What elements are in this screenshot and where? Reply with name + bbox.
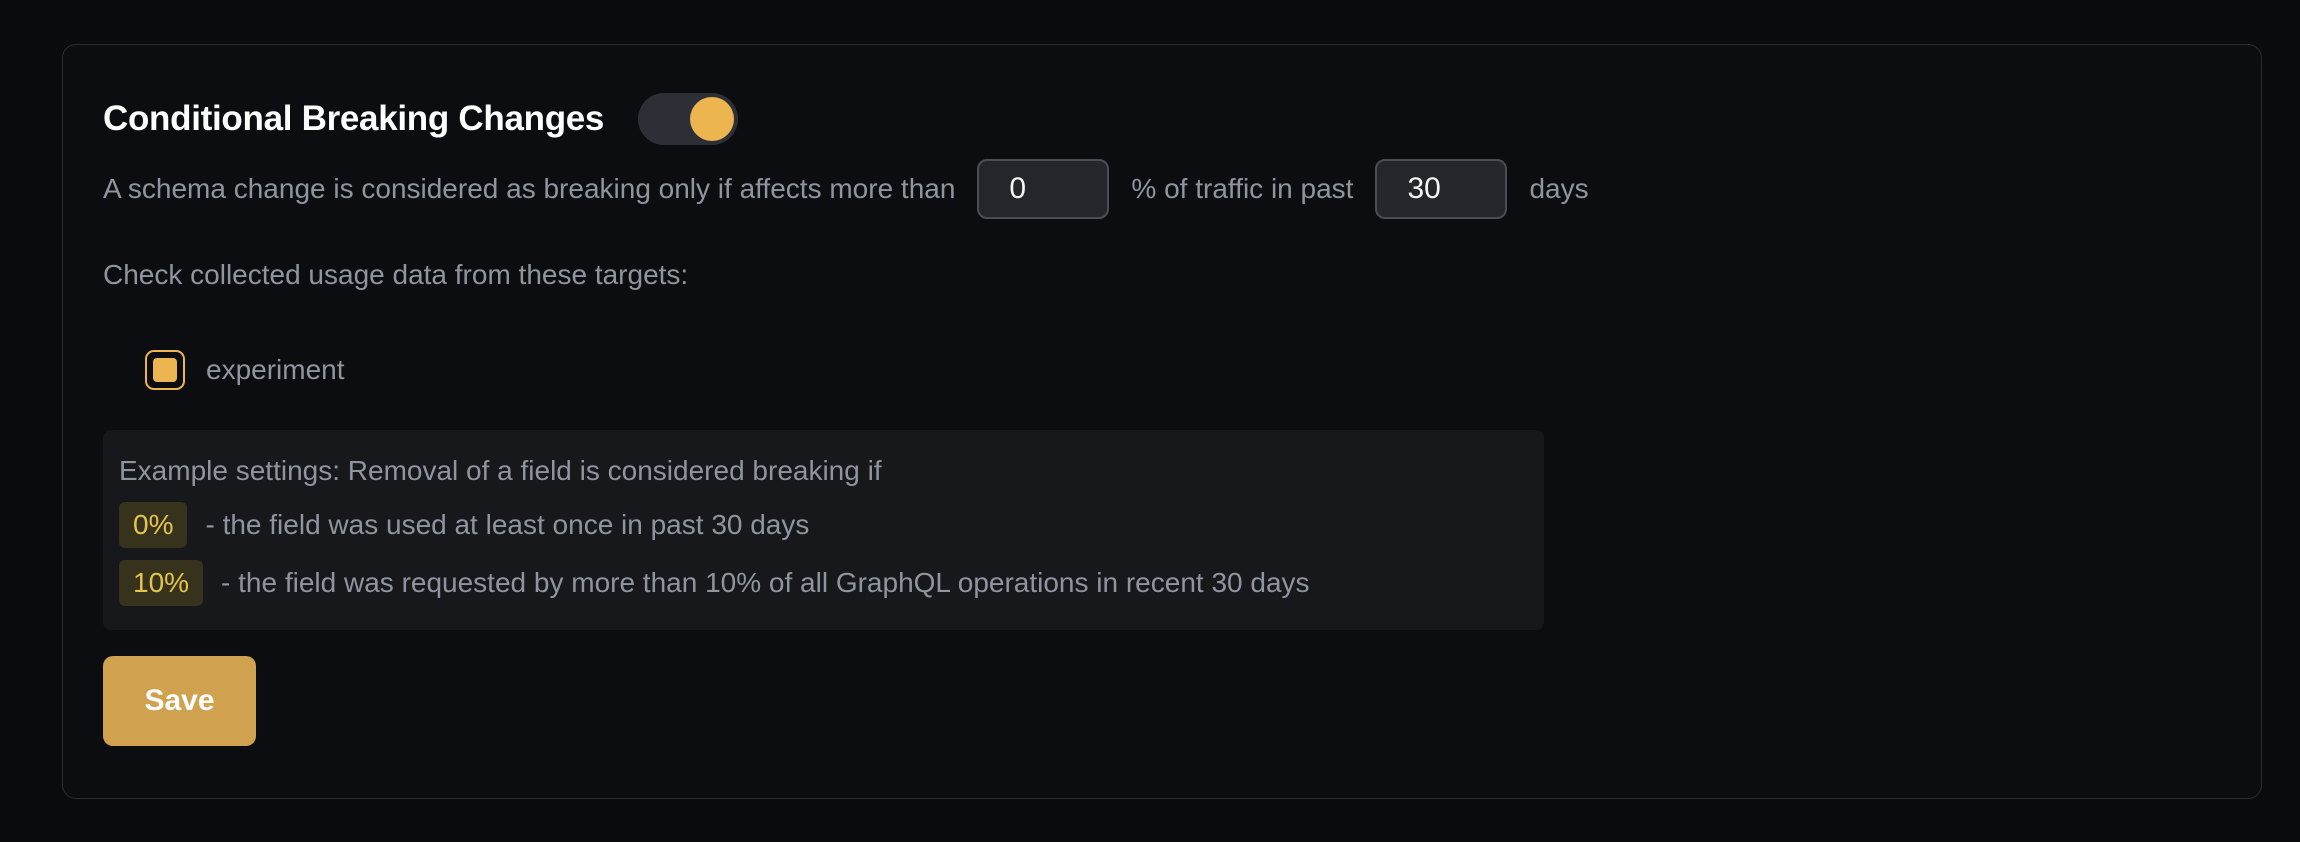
conditional-breaking-changes-card: Conditional Breaking Changes A schema ch… — [62, 44, 2262, 799]
save-button[interactable]: Save — [103, 656, 256, 746]
toggle-knob-icon — [690, 97, 735, 141]
days-input[interactable] — [1375, 159, 1508, 219]
targets-section-label: Check collected usage data from these ta… — [103, 259, 689, 290]
zero-percent-badge: 0% — [119, 502, 188, 548]
example-row-text: - the field was requested by more than 1… — [221, 567, 1310, 598]
ten-percent-badge: 10% — [119, 560, 204, 606]
threshold-sentence-part3: days — [1529, 173, 1589, 204]
conditional-breaking-changes-toggle[interactable] — [638, 93, 739, 145]
threshold-sentence-part1: A schema change is considered as breakin… — [103, 173, 956, 204]
target-name-label: experiment — [206, 354, 345, 385]
page-title: Conditional Breaking Changes — [103, 99, 605, 138]
threshold-sentence-part2: % of traffic in past — [1131, 173, 1354, 204]
example-row-ten-percent: 10% - the field was requested by more th… — [119, 560, 1528, 606]
checkbox-check-fill — [153, 358, 177, 382]
threshold-sentence: A schema change is considered as breakin… — [103, 159, 2221, 219]
experiment-checkbox[interactable] — [145, 350, 185, 390]
target-row-experiment[interactable]: experiment — [145, 348, 2221, 392]
card-header: Conditional Breaking Changes — [103, 93, 2221, 145]
example-row-text: - the field was used at least once in pa… — [205, 509, 810, 540]
example-intro-text: Example settings: Removal of a field is … — [119, 455, 882, 486]
traffic-percentage-input[interactable] — [977, 159, 1110, 219]
example-settings-box: Example settings: Removal of a field is … — [103, 430, 1544, 630]
example-row-zero-percent: 0% - the field was used at least once in… — [119, 502, 1528, 548]
